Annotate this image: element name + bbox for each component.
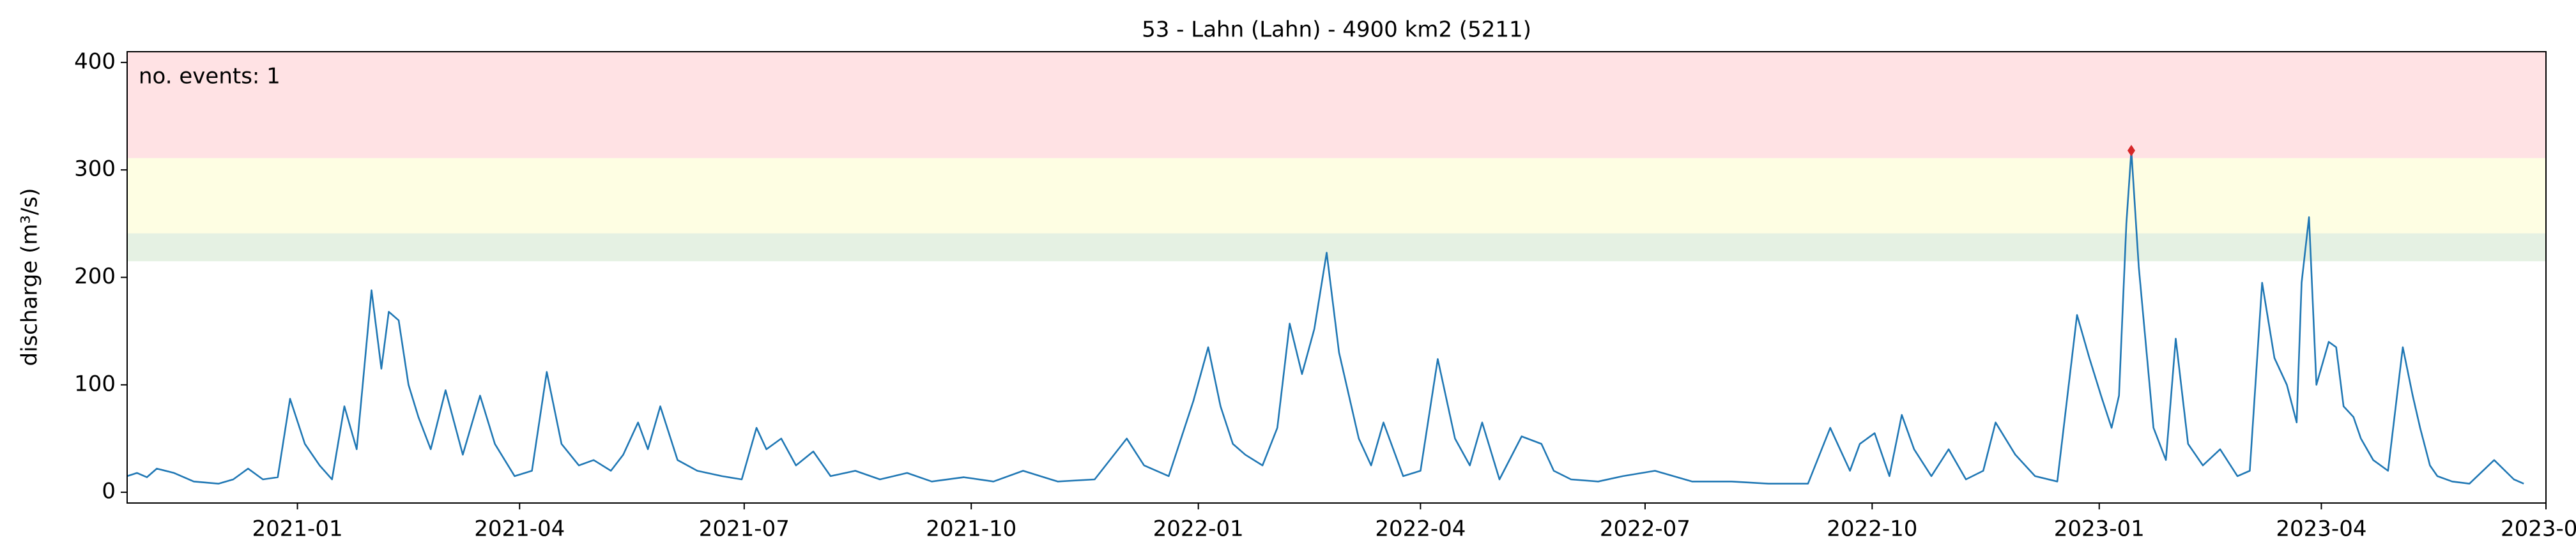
x-tick-label: 2021-10 bbox=[926, 516, 1016, 542]
x-tick-label: 2021-01 bbox=[252, 516, 343, 542]
threshold-band bbox=[127, 158, 2546, 234]
x-tick-label: 2021-07 bbox=[699, 516, 790, 542]
y-axis-label: discharge (m³/s) bbox=[17, 188, 43, 366]
y-tick-label: 200 bbox=[74, 264, 116, 289]
event-marker bbox=[2127, 144, 2135, 156]
threshold-band bbox=[127, 52, 2546, 158]
y-tick-label: 400 bbox=[74, 49, 116, 74]
x-tick-label: 2022-10 bbox=[1827, 516, 1917, 542]
y-tick-label: 0 bbox=[102, 479, 116, 504]
plot-frame bbox=[126, 51, 2547, 504]
x-tick-label: 2022-04 bbox=[1375, 516, 1466, 542]
x-tick-label: 2023-07 bbox=[2501, 516, 2576, 542]
threshold-band bbox=[127, 233, 2546, 262]
x-tick-label: 2022-01 bbox=[1153, 516, 1244, 542]
x-tick-label: 2023-01 bbox=[2054, 516, 2145, 542]
y-tick-label: 100 bbox=[74, 371, 116, 396]
y-tick-label: 300 bbox=[74, 156, 116, 182]
discharge-line bbox=[126, 149, 2524, 485]
event-count: no. events: 1 bbox=[139, 64, 280, 89]
chart-title: 53 - Lahn (Lahn) - 4900 km2 (5211) bbox=[1142, 17, 1531, 43]
x-tick-label: 2022-07 bbox=[1600, 516, 1690, 542]
x-tick-label: 2021-04 bbox=[474, 516, 565, 542]
x-tick-label: 2023-04 bbox=[2276, 516, 2366, 542]
